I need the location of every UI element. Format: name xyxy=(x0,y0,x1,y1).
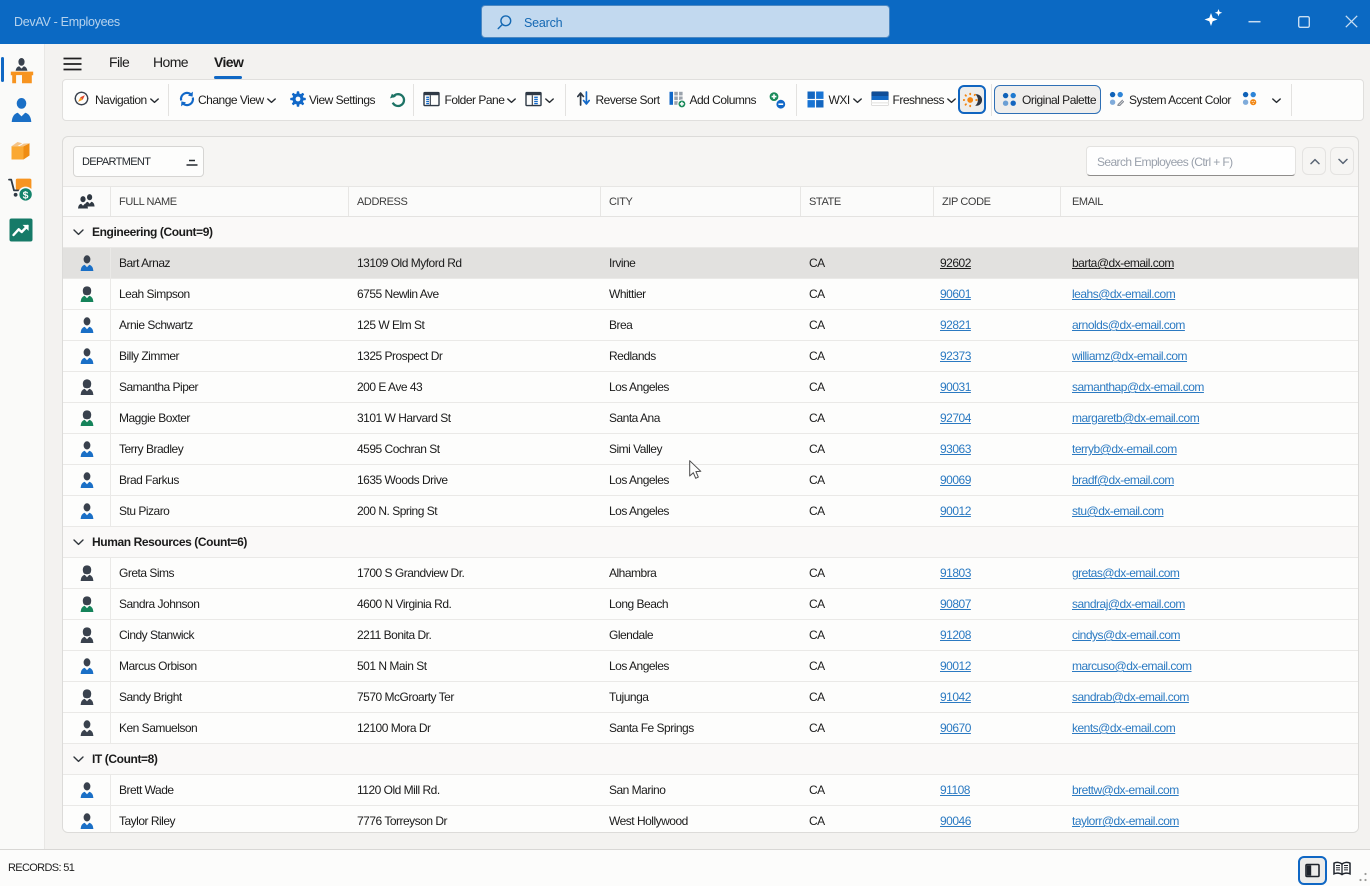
svg-text:$: $ xyxy=(23,189,29,201)
